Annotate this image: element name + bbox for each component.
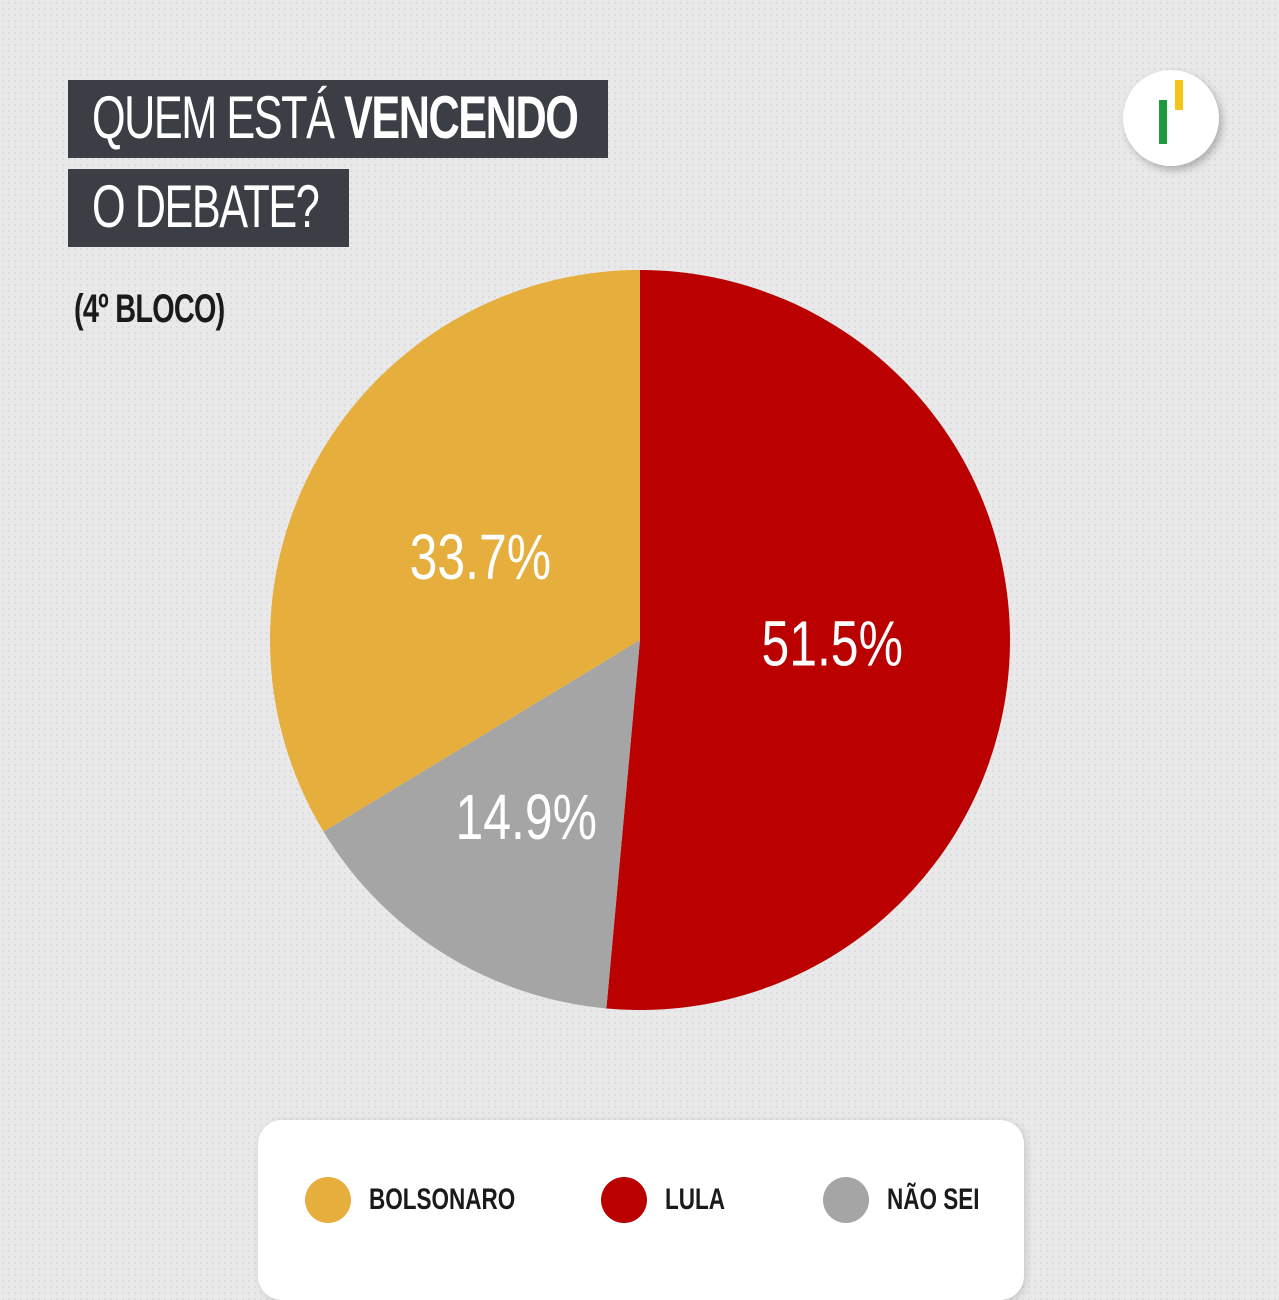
logo-green-bar xyxy=(1159,100,1167,144)
legend-swatch-lula xyxy=(601,1177,647,1223)
legend-label-nao-sei: NÃO SEI xyxy=(887,1183,980,1216)
title-line-1: QUEM ESTÁ VENCENDO xyxy=(68,80,608,158)
legend-item-bolsonaro: BOLSONARO xyxy=(305,1177,564,1223)
slice-label-bolsonaro: 33.7% xyxy=(410,522,552,593)
subtitle-text: (4º BLOCO) xyxy=(74,287,225,331)
legend: BOLSONARO LULA NÃO SEI xyxy=(258,1120,1024,1300)
legend-item-nao-sei: NÃO SEI xyxy=(823,1177,1010,1223)
legend-label-bolsonaro: BOLSONARO xyxy=(369,1183,516,1216)
slice-label-nao-sei: 14.9% xyxy=(456,782,598,853)
logo-yellow-bar xyxy=(1175,80,1183,110)
legend-swatch-bolsonaro xyxy=(305,1177,351,1223)
title-bold-text: VENCENDO xyxy=(344,84,579,151)
legend-swatch-nao-sei xyxy=(823,1177,869,1223)
subtitle: (4º BLOCO) xyxy=(74,287,283,332)
slice-nao-sei xyxy=(323,640,640,1009)
title-line-2: O DEBATE? xyxy=(68,169,349,247)
slice-label-lula: 51.5% xyxy=(761,609,903,680)
pie-chart: 51.5% 14.9% 33.7% xyxy=(270,270,1011,1011)
legend-label-lula: LULA xyxy=(665,1183,725,1216)
title-line-2-text: O DEBATE? xyxy=(92,173,320,240)
slice-lula xyxy=(606,270,1011,1011)
slice-bolsonaro xyxy=(270,270,640,832)
bar-logo-icon xyxy=(1123,70,1219,166)
legend-item-lula: LULA xyxy=(601,1177,745,1223)
title-thin-text: QUEM ESTÁ xyxy=(92,84,335,151)
